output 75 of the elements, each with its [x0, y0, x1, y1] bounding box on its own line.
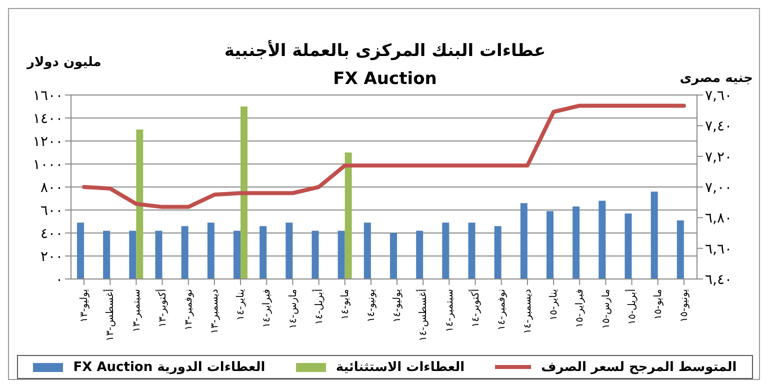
x-tick-label: يوليو-١٤: [392, 288, 404, 323]
bar: [364, 222, 371, 279]
bar: [240, 106, 248, 279]
x-tick-label: أبريل-١٥: [624, 288, 638, 325]
y-tick-label: ١٦٠٠: [32, 88, 63, 104]
y2-tick-label: ٦,٦٠: [705, 241, 732, 258]
y-tick-label: ١٤٠٠: [32, 110, 63, 127]
bar: [136, 130, 144, 279]
bar: [572, 206, 580, 279]
bar: [546, 211, 554, 279]
bar: [468, 222, 476, 279]
x-tick-label: ديسمبر-١٤: [522, 289, 534, 334]
x-tick-label: سبتمبر-١٤: [444, 289, 456, 332]
chart-subtitle: FX Auction: [333, 69, 437, 89]
x-tick-label: أكتوبر-١٤: [468, 288, 482, 328]
bar: [181, 226, 188, 279]
bar: [676, 220, 684, 279]
x-tick-label: أبريل-١٤: [312, 288, 325, 325]
y2-tick-label: ٧,٦٠: [705, 88, 732, 104]
bar: [155, 230, 162, 279]
x-tick-label: فبراير-١٥: [574, 288, 586, 328]
y-tick-label: ٨٠٠: [40, 180, 63, 196]
bar: [260, 226, 267, 279]
x-tick-label: نوفمبر-١٤: [496, 289, 508, 330]
bar: [598, 200, 606, 279]
y2-tick-label: ٦,٨٠: [705, 210, 732, 227]
y-axis-title: مليون دولار: [27, 55, 102, 70]
bar: [390, 233, 397, 279]
bar: [344, 152, 352, 279]
x-tick-label: يناير-١٥: [548, 288, 560, 321]
y-tick-label: ٠: [55, 272, 63, 288]
y2-tick-label: ٧,٢٠: [705, 149, 732, 166]
bar: [494, 226, 502, 279]
bar: [650, 192, 658, 279]
bar: [129, 230, 136, 279]
legend-label: العطاءات الدورية FX Auction: [73, 360, 266, 374]
x-tick-label: سبتمبر-١٣: [131, 289, 142, 332]
y-tick-label: ٦٠٠: [40, 202, 63, 219]
x-tick-label: يونيو-١٤: [366, 288, 378, 322]
bar: [234, 230, 240, 279]
x-tick-label: يناير-١٤: [236, 288, 247, 321]
x-tick-label: يوليو-١٣: [79, 288, 90, 323]
y2-tick-label: ٧,٤٠: [705, 118, 732, 135]
bar: [77, 222, 84, 279]
x-tick-label: أكتوبر-١٣: [155, 288, 168, 328]
bar: [520, 203, 528, 279]
x-tick-label: فبراير-١٤: [262, 288, 273, 328]
y-tick-label: ٤٠٠: [40, 226, 63, 242]
x-tick-label: مارس-١٤: [288, 289, 299, 329]
x-tick-label: مايو-١٤: [340, 289, 351, 320]
bar: [442, 222, 450, 279]
bar: [416, 230, 424, 279]
x-tick-label: أغسطس-١٤: [416, 288, 430, 342]
bar: [338, 230, 345, 279]
bar: [207, 222, 214, 279]
y2-axis-title: جنيه مصرى: [680, 71, 753, 86]
y2-tick-label: ٦,٤٠: [705, 272, 732, 288]
y-tick-label: ١٠٠٠: [32, 156, 63, 173]
legend-label: المتوسط المرجح لسعر الصرف: [541, 360, 737, 374]
bar: [312, 230, 319, 279]
x-tick-label: أغسطس-١٣: [103, 288, 116, 342]
legend-label: العطاءات الاستثنائية: [336, 360, 465, 374]
x-tick-label: مارس-١٥: [600, 289, 612, 329]
line-series: [82, 104, 686, 209]
x-tick-label: مايو-١٥: [652, 289, 664, 320]
y2-tick-label: ٧,٠٠: [705, 180, 732, 196]
y-tick-label: ٢٠٠: [40, 248, 63, 265]
chart-title: عطاءات البنك المركزى بالعملة الأجنبية: [224, 41, 546, 61]
bar: [103, 230, 110, 279]
x-tick-label: نوفمبر-١٣: [183, 289, 194, 330]
y-tick-label: ١٢٠٠: [32, 134, 63, 150]
x-tick-label: ديسمبر-١٣: [210, 289, 221, 334]
bar: [286, 222, 293, 279]
bar: [624, 213, 632, 279]
x-tick-label: يونيو-١٥: [679, 288, 690, 322]
